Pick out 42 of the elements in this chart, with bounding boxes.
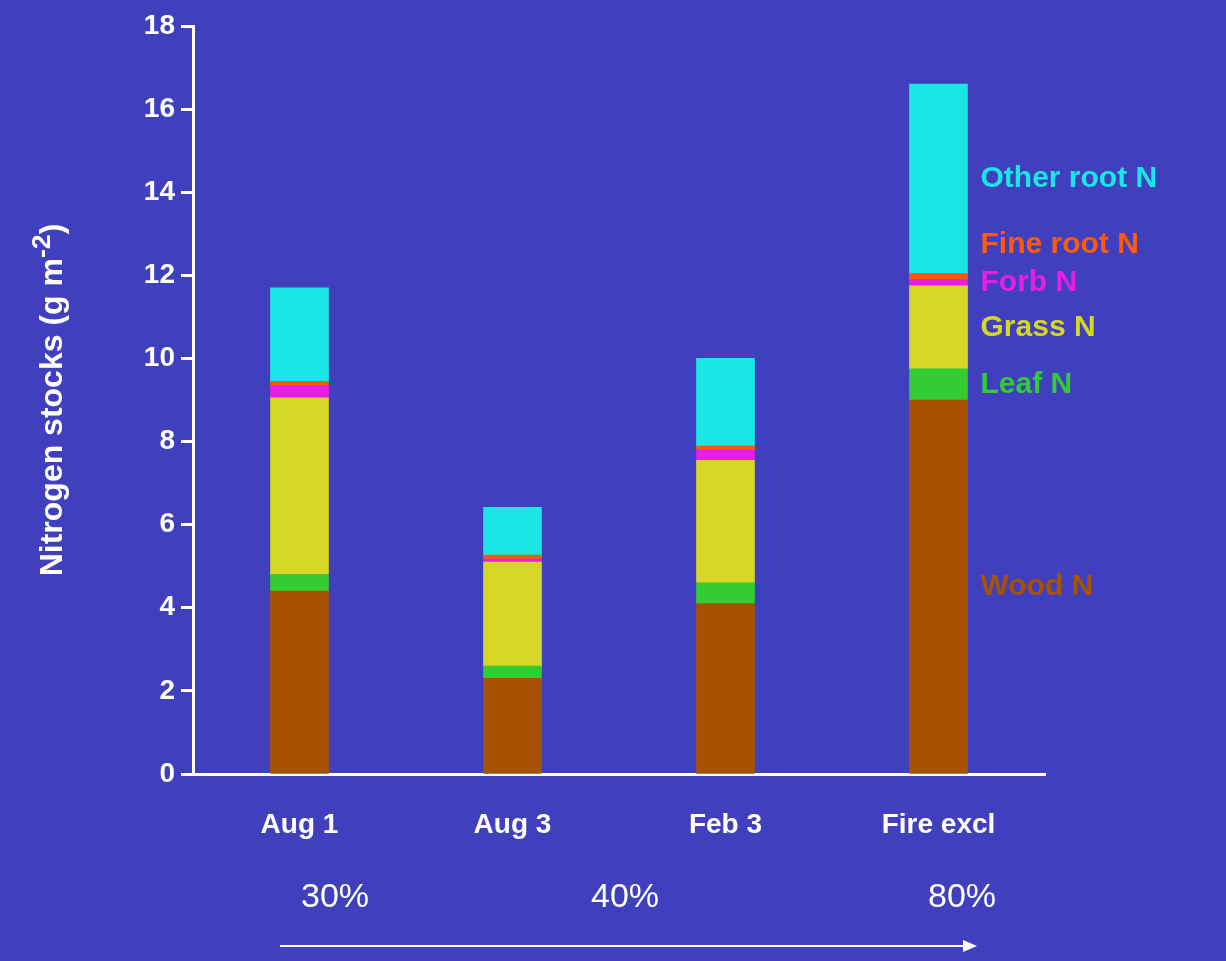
y-tick-label: 8 [159,424,175,456]
x-tick-label: Fire excl [881,807,996,839]
y-tick-label: 0 [159,756,175,788]
y-tick-label: 16 [143,91,175,123]
series-label: Fine root N [980,225,1139,259]
y-tick-label: 2 [159,673,175,705]
bar [270,287,329,382]
y-tick-label: 10 [143,341,175,373]
bar [909,285,968,370]
bar [909,399,968,774]
series-label: Wood N [980,568,1094,602]
bar [909,83,968,274]
bar [483,665,542,679]
bar [483,506,542,556]
bar [483,561,542,667]
x-tick-label: Feb 3 [688,807,763,839]
x-tick-label: Aug 1 [260,807,339,839]
series-label: Other root N [980,159,1158,193]
series-label: Grass N [980,308,1096,342]
series-label: Leaf N [980,365,1073,399]
y-tick-label: 14 [143,174,176,206]
bar [696,459,755,584]
bar [696,582,755,604]
bar [696,603,755,774]
bar [696,449,755,461]
y-tick-label: 12 [143,258,175,290]
y-tick-label: 18 [143,8,175,40]
bar [270,590,329,774]
bar [696,358,755,447]
series-label: Forb N [980,263,1078,297]
text: 30% [300,876,370,915]
text: 80% [927,876,997,915]
bar [696,445,755,451]
bar [909,368,968,401]
y-tick-label: 4 [159,590,176,622]
bar [270,574,329,592]
text: 40% [590,876,660,915]
y-tick-label: 6 [159,507,175,539]
x-tick-label: Aug 3 [473,807,552,839]
bar [270,385,329,399]
bar [270,397,329,575]
bar [483,678,542,774]
